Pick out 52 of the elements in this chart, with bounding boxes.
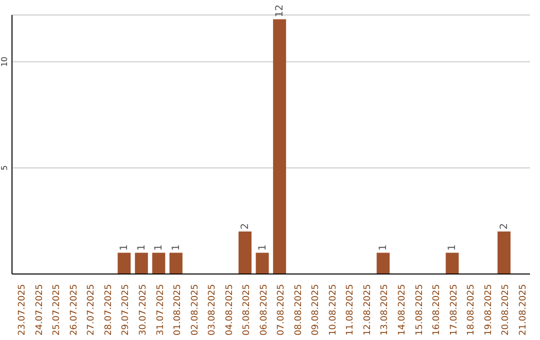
x-tick-label: 28.07.2025 bbox=[104, 284, 114, 336]
bar bbox=[256, 252, 269, 274]
x-tick-label: 20.08.2025 bbox=[501, 284, 512, 336]
bar bbox=[169, 252, 182, 274]
y-tick-label: 10 bbox=[0, 56, 9, 67]
data-label: 1 bbox=[378, 244, 390, 251]
bar bbox=[152, 252, 166, 274]
x-tick-label: 25.07.2025 bbox=[52, 284, 62, 336]
bar bbox=[118, 252, 131, 274]
data-label: 1 bbox=[119, 244, 130, 251]
x-tick-label: 30.07.2025 bbox=[138, 284, 148, 336]
x-tick-label: 07.08.2025 bbox=[276, 284, 287, 336]
data-label: 1 bbox=[154, 244, 165, 251]
x-tick-label: 05.08.2025 bbox=[242, 284, 252, 336]
bar bbox=[376, 252, 390, 274]
data-label: 1 bbox=[257, 244, 268, 251]
x-tick-label: 16.08.2025 bbox=[432, 284, 442, 336]
x-tick-label: 10.08.2025 bbox=[328, 284, 338, 336]
x-tick-label: 13.08.2025 bbox=[380, 284, 390, 336]
x-tick-label: 11.08.2025 bbox=[346, 284, 356, 336]
bar bbox=[446, 252, 459, 274]
x-tick-label: 08.08.2025 bbox=[294, 284, 304, 336]
x-tick-label: 06.08.2025 bbox=[259, 284, 270, 336]
bar bbox=[498, 232, 511, 274]
x-tick-label: 31.07.2025 bbox=[156, 284, 166, 336]
data-label: 2 bbox=[499, 223, 510, 230]
data-label: 1 bbox=[447, 244, 458, 251]
bar bbox=[134, 252, 148, 274]
data-label: 1 bbox=[170, 244, 182, 251]
x-tick-label: 03.08.2025 bbox=[208, 284, 218, 336]
x-tick-label: 14.08.2025 bbox=[398, 284, 408, 336]
x-tick-label: 29.07.2025 bbox=[121, 284, 132, 336]
x-tick-label: 09.08.2025 bbox=[311, 284, 322, 336]
bar bbox=[273, 19, 286, 274]
x-tick-label: 26.07.2025 bbox=[69, 284, 80, 336]
x-tick-label: 15.08.2025 bbox=[414, 284, 425, 336]
x-tick-label: 01.08.2025 bbox=[173, 284, 184, 336]
data-label: 1 bbox=[136, 244, 148, 251]
x-tick-label: 02.08.2025 bbox=[190, 284, 200, 336]
x-tick-label: 04.08.2025 bbox=[224, 284, 235, 336]
x-tick-label: 12.08.2025 bbox=[362, 284, 373, 336]
x-tick-label: 23.07.2025 bbox=[18, 284, 28, 336]
x-tick-label: 24.07.2025 bbox=[34, 284, 45, 336]
data-label: 2 bbox=[240, 223, 252, 230]
x-tick-label: 18.08.2025 bbox=[466, 284, 477, 336]
x-tick-label: 27.07.2025 bbox=[86, 284, 97, 336]
x-tick-label: 17.08.2025 bbox=[449, 284, 460, 336]
y-tick-label: 5 bbox=[0, 165, 9, 170]
x-tick-label: 21.08.2025 bbox=[518, 284, 528, 336]
x-tick-label: 19.08.2025 bbox=[484, 284, 494, 336]
bar bbox=[238, 232, 252, 274]
data-label: 12 bbox=[274, 4, 286, 18]
